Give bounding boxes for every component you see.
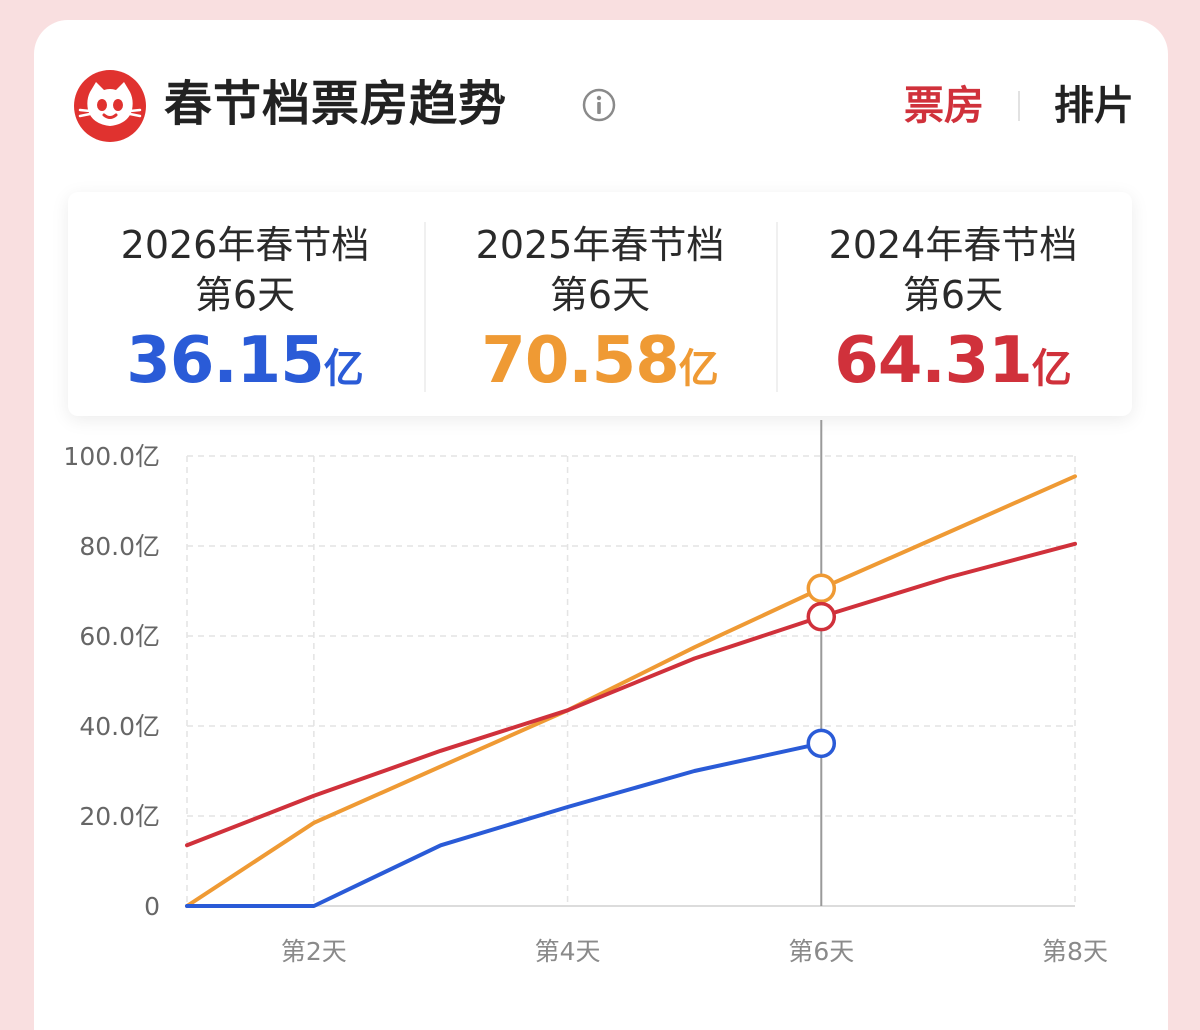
- stat-2024: 2024年春节档 第6天 64.31亿: [776, 192, 1130, 416]
- stat-year-label: 2026年春节档: [120, 223, 370, 267]
- stat-number: 64.31: [834, 324, 1032, 398]
- stat-year-label: 2024年春节档: [828, 223, 1078, 267]
- stat-day-label: 第6天: [194, 273, 296, 317]
- stat-divider: [776, 222, 778, 392]
- stat-day-label: 第6天: [549, 273, 651, 317]
- card-header: 春节档票房趋势 票房 排片: [74, 68, 1134, 144]
- stat-unit: 亿: [1031, 346, 1072, 392]
- tab-divider: [1018, 91, 1020, 121]
- tab-screenings[interactable]: 排片: [1054, 83, 1134, 129]
- series-line-2024年春节档[interactable]: [185, 541, 1077, 848]
- stat-year-label: 2025年春节档: [475, 223, 725, 267]
- x-tick-label: 第2天: [281, 937, 347, 966]
- stats-panel: 2026年春节档 第6天 36.15亿 2025年春节档 第6天 70.58亿 …: [68, 192, 1132, 416]
- info-icon[interactable]: [582, 88, 616, 122]
- series-line-2026年春节档[interactable]: [185, 741, 824, 908]
- metric-tabs: 票房 排片: [904, 76, 1134, 136]
- page-title: 春节档票房趋势: [164, 76, 508, 132]
- selected-point-2024年春节档[interactable]: [806, 601, 837, 632]
- stat-value: 36.15亿: [68, 326, 422, 412]
- x-tick-label: 第6天: [788, 937, 854, 966]
- stat-divider: [424, 222, 426, 392]
- stat-number: 36.15: [126, 324, 324, 398]
- tab-box-office[interactable]: 票房: [904, 83, 984, 129]
- y-tick-label: 100.0亿: [63, 442, 160, 471]
- x-tick-label: 第8天: [1042, 937, 1108, 966]
- stat-unit: 亿: [323, 346, 364, 392]
- stat-day-label: 第6天: [902, 273, 1004, 317]
- y-tick-label: 0: [144, 892, 160, 921]
- selected-point-2025年春节档[interactable]: [806, 573, 837, 604]
- selected-point-2026年春节档[interactable]: [806, 728, 837, 759]
- y-tick-label: 20.0亿: [79, 802, 160, 831]
- y-tick-label: 60.0亿: [79, 622, 160, 651]
- y-tick-label: 40.0亿: [79, 712, 160, 741]
- stat-value: 70.58亿: [423, 326, 777, 412]
- box-office-card: 春节档票房趋势 票房 排片 2026年春节档 第6天 36.15亿 2025年春…: [34, 20, 1168, 1030]
- stat-number: 70.58: [481, 324, 679, 398]
- series-line-2025年春节档[interactable]: [185, 474, 1077, 908]
- x-tick-label: 第4天: [535, 937, 601, 966]
- maoyan-cat-logo: [74, 70, 146, 142]
- stat-2025: 2025年春节档 第6天 70.58亿: [423, 192, 777, 416]
- stat-unit: 亿: [678, 346, 719, 392]
- stat-value: 64.31亿: [776, 326, 1130, 412]
- stat-2026: 2026年春节档 第6天 36.15亿: [68, 192, 422, 416]
- y-tick-label: 80.0亿: [79, 532, 160, 561]
